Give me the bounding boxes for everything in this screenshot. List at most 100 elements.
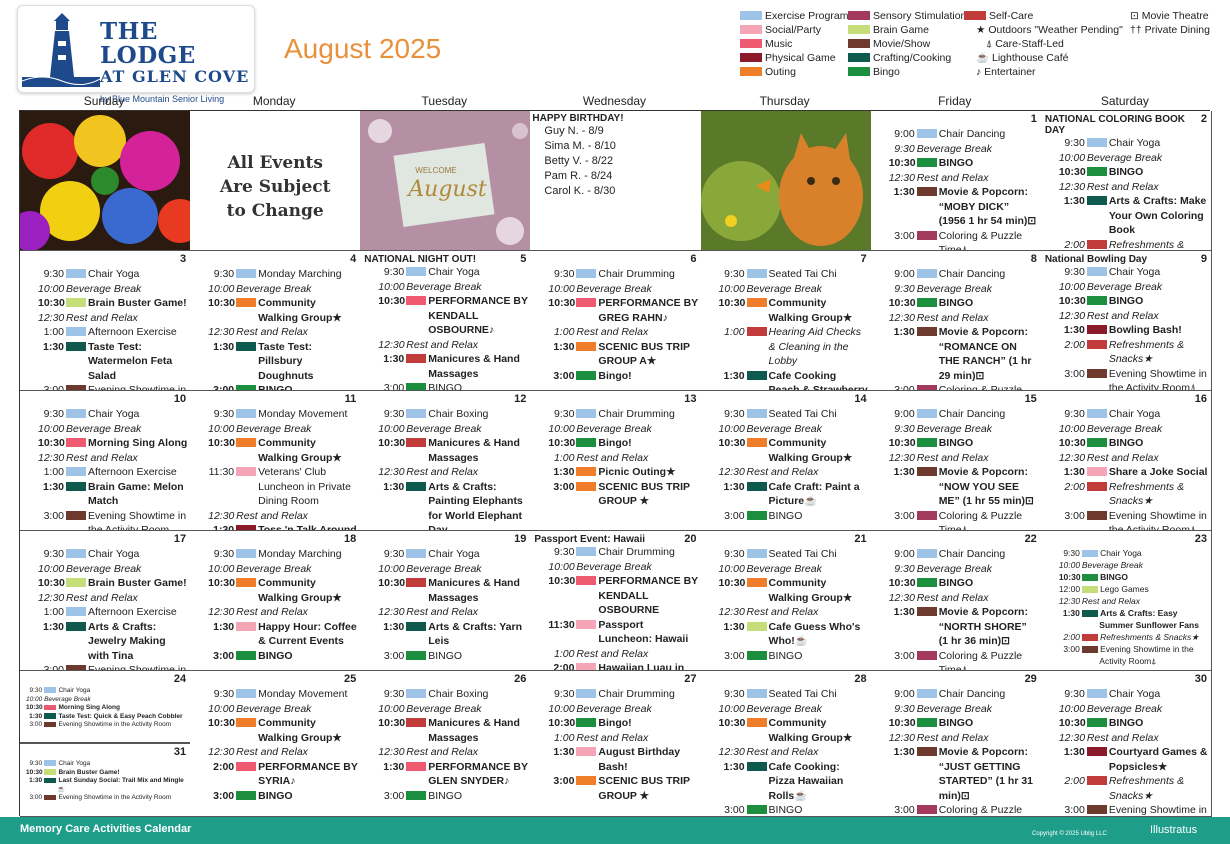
event-item[interactable]: 9:30 Monday Marching [192,267,358,282]
event-item[interactable]: 12:30 Rest and Relax [1043,309,1209,324]
event-item[interactable]: 10:30 BINGO [873,436,1039,451]
event-item[interactable]: 9:30 Chair Yoga [22,760,188,769]
event-item[interactable]: 10:30 BINGO [1043,294,1209,309]
event-item[interactable]: 9:30 Chair Yoga [1043,547,1209,559]
event-item[interactable]: 10:30 Manicures & Hand Massages [362,576,528,605]
event-item[interactable]: 10:00 Beverage Break [22,696,188,705]
event-item[interactable]: 1:30 Manicures & Hand Massages [362,352,528,381]
event-item[interactable]: 12:30 Rest and Relax [362,605,528,620]
event-item[interactable]: 11:30 Passport Luncheon: Hawaii [532,618,698,647]
event-item[interactable]: 1:30 PERFORMANCE BY GLEN SNYDER♪ [362,760,528,789]
event-item[interactable]: 3:00 SCENIC BUS TRIP GROUP ★ [532,774,698,803]
event-item[interactable]: 12:00 Lego Games [1043,583,1209,595]
event-item[interactable]: 12:30 Rest and Relax [703,465,869,480]
event-item[interactable]: 1:30 Movie & Popcorn: “ROMANCE ON THE RAN… [873,325,1039,383]
event-item[interactable]: 12:30 Rest and Relax [192,745,358,760]
event-item[interactable]: 1:30 Picnic Outing★ [532,465,698,480]
event-item[interactable]: 12:30 Rest and Relax [362,465,528,480]
event-item[interactable]: 2:00 PERFORMANCE BY SYRIA♪ [192,760,358,789]
event-item[interactable]: 10:00 Beverage Break [192,282,358,297]
event-item[interactable]: 10:00 Beverage Break [1043,559,1209,571]
event-item[interactable]: 10:30 Manicures & Hand Massages [362,716,528,745]
event-item[interactable]: 1:30 Taste Test: Quick & Easy Peach Cobbl… [22,713,188,722]
event-item[interactable]: 10:30 Community Walking Group★ [703,296,869,325]
event-item[interactable]: 3:00 Coloring & Puzzle Time⍋ [873,803,1039,816]
event-item[interactable]: 3:00 Evening Showtime in the Activity Roo… [1043,803,1209,816]
event-item[interactable]: 1:30 Brain Game: Melon Match [22,480,188,509]
event-item[interactable]: 10:00 Beverage Break [362,702,528,717]
event-item[interactable]: 2:00 Hawaiian Luau in Lobby♪ [532,661,698,670]
event-item[interactable]: 9:30 Monday Marching [192,547,358,562]
event-item[interactable]: 10:30 Community Walking Group★ [703,576,869,605]
event-item[interactable]: 10:00 Beverage Break [22,422,188,437]
event-item[interactable]: 1:30 Share a Joke Social [1043,465,1209,480]
event-item[interactable]: 1:00 Afternoon Exercise [22,465,188,480]
event-item[interactable]: 9:30 Seated Tai Chi [703,547,869,562]
event-item[interactable]: 3:00 BINGO [362,789,528,804]
event-item[interactable]: 10:00 Beverage Break [192,562,358,577]
event-item[interactable]: 3:00 BINGO [703,509,869,524]
event-item[interactable]: 1:30 SCENIC BUS TRIP GROUP A★ [532,340,698,369]
event-item[interactable]: 10:00 Beverage Break [1043,151,1209,166]
event-item[interactable]: 10:30 Morning Sing Along [22,436,188,451]
event-item[interactable]: 2:00 Refreshments & Snacks★ [1043,238,1209,251]
event-item[interactable]: 12:30 Rest and Relax [22,311,188,326]
event-item[interactable]: 10:30 Brain Buster Game! [22,296,188,311]
event-item[interactable]: 1:30 Arts & Crafts: Painting Elephants fo… [362,480,528,531]
event-item[interactable]: 12:30 Rest and Relax [873,731,1039,746]
event-item[interactable]: 10:30 BINGO [873,296,1039,311]
event-item[interactable]: 10:30 Community Walking Group★ [192,296,358,325]
event-item[interactable]: 2:00 Refreshments & Snacks★ [1043,631,1209,643]
event-item[interactable]: 9:30 Seated Tai Chi [703,267,869,282]
event-item[interactable]: 9:30 Beverage Break [873,282,1039,297]
event-item[interactable]: 10:30 Bingo! [532,716,698,731]
event-item[interactable]: 3:00 SCENIC BUS TRIP GROUP ★ [532,480,698,509]
event-item[interactable]: 3:00 Evening Showtime in the Activity Roo… [1043,643,1209,667]
event-item[interactable]: 10:00 Beverage Break [703,422,869,437]
event-item[interactable]: 9:30 Chair Yoga [1043,136,1209,151]
event-item[interactable]: 1:30 Arts & Crafts: Jewelry Making with T… [22,620,188,664]
event-item[interactable]: 9:00 Chair Dancing [873,267,1039,282]
event-item[interactable]: 10:00 Beverage Break [532,560,698,575]
event-item[interactable]: 9:30 Chair Yoga [22,267,188,282]
event-item[interactable]: 3:00 Evening Showtime in the Activity Roo… [22,721,188,730]
event-item[interactable]: 10:30 BINGO [873,576,1039,591]
event-item[interactable]: 10:00 Beverage Break [1043,422,1209,437]
event-item[interactable]: 10:00 Beverage Break [362,422,528,437]
event-item[interactable]: 10:00 Beverage Break [192,422,358,437]
event-item[interactable]: 3:00 Evening Showtime in the Activity Roo… [1043,509,1209,531]
event-item[interactable]: 9:30 Monday Movement [192,687,358,702]
event-item[interactable]: 10:30 Brain Buster Game! [22,576,188,591]
event-item[interactable]: 9:00 Chair Dancing [873,687,1039,702]
event-item[interactable]: 3:00 Evening Showtime in the Activity Roo… [22,663,188,670]
event-item[interactable]: 10:00 Beverage Break [22,562,188,577]
event-item[interactable]: 3:00 Bingo! [532,369,698,384]
event-item[interactable]: 9:30 Chair Drumming [532,545,698,560]
event-item[interactable]: 10:00 Beverage Break [22,282,188,297]
event-item[interactable]: 1:30 Cafe Cooking Peach & Strawberry Crum… [703,369,869,391]
event-item[interactable]: 1:30 Movie & Popcorn: “MOBY DICK” (1956 1… [873,185,1039,229]
event-item[interactable]: 9:30 Monday Movement [192,407,358,422]
event-item[interactable]: 3:00 Coloring & Puzzle Time⍋ [873,229,1039,251]
event-item[interactable]: 9:30 Chair Yoga [22,547,188,562]
event-item[interactable]: 9:30 Chair Yoga [1043,687,1209,702]
event-item[interactable]: 1:30 Arts & Crafts: Make Your Own Colorin… [1043,194,1209,238]
event-item[interactable]: 10:00 Beverage Break [703,562,869,577]
event-item[interactable]: 12:30 Rest and Relax [873,451,1039,466]
event-item[interactable]: 3:00 BINGO [192,649,358,664]
event-item[interactable]: 10:30 Bingo! [532,436,698,451]
event-item[interactable]: 10:30 Community Walking Group★ [192,576,358,605]
event-item[interactable]: 10:00 Beverage Break [192,702,358,717]
event-item[interactable]: 12:30 Rest and Relax [873,311,1039,326]
event-item[interactable]: 10:00 Beverage Break [362,562,528,577]
event-item[interactable]: 3:00 BINGO [703,649,869,664]
event-item[interactable]: 3:00 BINGO [362,649,528,664]
event-item[interactable]: 9:30 Seated Tai Chi [703,407,869,422]
event-item[interactable]: 3:00 BINGO [192,383,358,390]
event-item[interactable]: 1:00 Hearing Aid Checks & Cleaning in the… [703,325,869,369]
event-item[interactable]: 10:30 BINGO [1043,716,1209,731]
event-item[interactable]: 10:30 Morning Sing Along [22,704,188,713]
event-item[interactable]: 12:30 Rest and Relax [192,509,358,524]
event-item[interactable]: 10:30 BINGO [1043,165,1209,180]
event-item[interactable]: 9:00 Chair Dancing [873,407,1039,422]
